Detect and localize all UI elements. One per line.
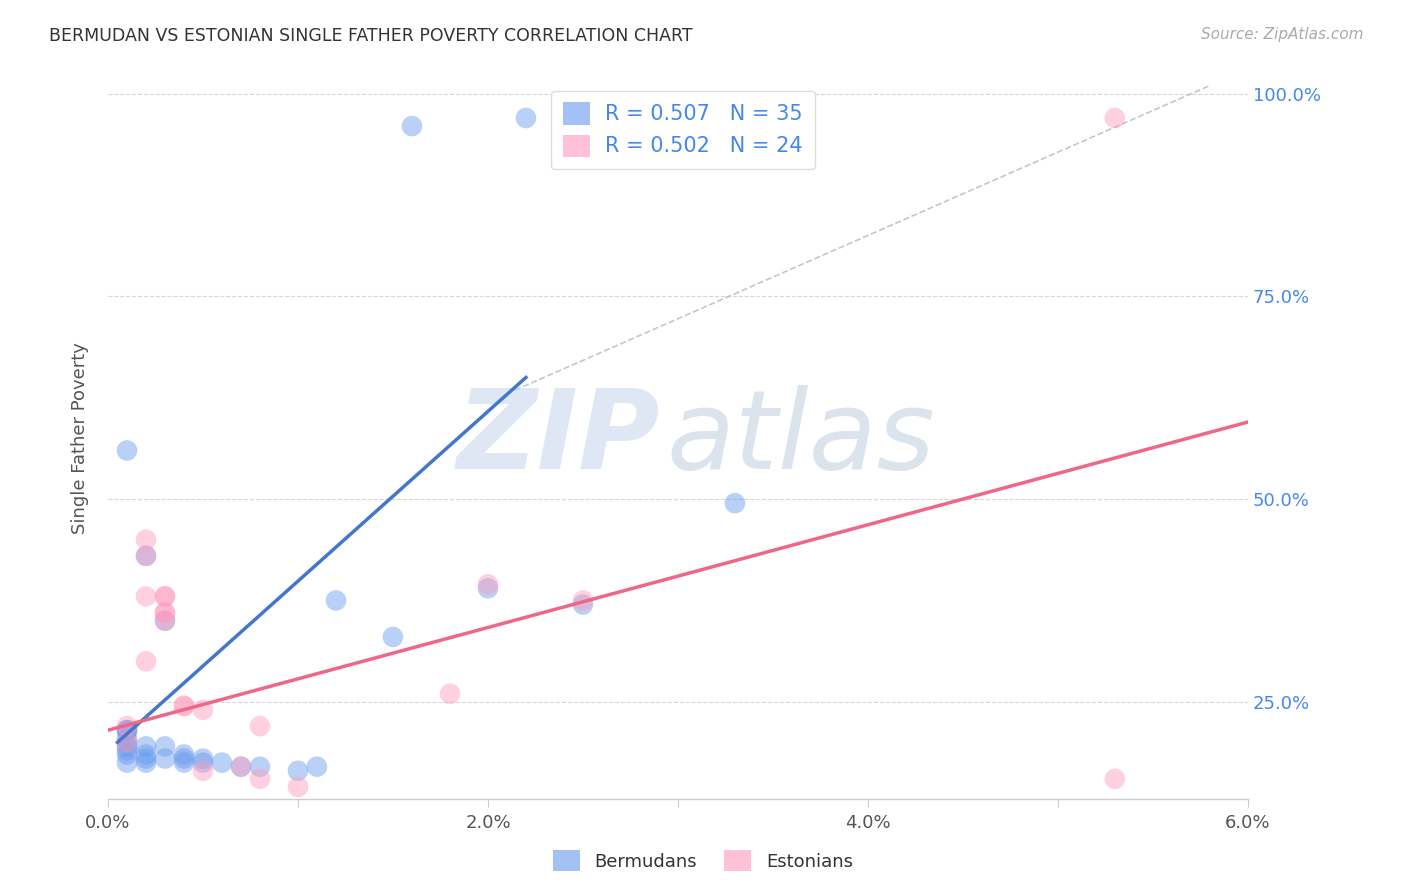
Point bbox=[305, 760, 328, 774]
Point bbox=[287, 780, 309, 794]
Point bbox=[115, 723, 138, 738]
Point bbox=[153, 614, 176, 628]
Point bbox=[135, 739, 157, 754]
Text: Source: ZipAtlas.com: Source: ZipAtlas.com bbox=[1201, 27, 1364, 42]
Point bbox=[115, 743, 138, 757]
Point bbox=[381, 630, 404, 644]
Point bbox=[287, 764, 309, 778]
Point bbox=[249, 760, 271, 774]
Legend: Bermudans, Estonians: Bermudans, Estonians bbox=[546, 843, 860, 879]
Point bbox=[115, 443, 138, 458]
Point bbox=[115, 723, 138, 738]
Point bbox=[173, 747, 195, 762]
Point bbox=[135, 590, 157, 604]
Point bbox=[115, 747, 138, 762]
Point bbox=[1104, 772, 1126, 786]
Point bbox=[325, 593, 347, 607]
Y-axis label: Single Father Poverty: Single Father Poverty bbox=[72, 343, 89, 534]
Point bbox=[115, 739, 138, 754]
Point bbox=[135, 533, 157, 547]
Point bbox=[249, 772, 271, 786]
Point bbox=[191, 764, 214, 778]
Point bbox=[135, 549, 157, 563]
Legend: R = 0.507   N = 35, R = 0.502   N = 24: R = 0.507 N = 35, R = 0.502 N = 24 bbox=[551, 91, 814, 169]
Point bbox=[572, 593, 595, 607]
Point bbox=[135, 756, 157, 770]
Point bbox=[153, 614, 176, 628]
Text: ZIP: ZIP bbox=[457, 384, 661, 491]
Point bbox=[515, 111, 537, 125]
Point bbox=[249, 719, 271, 733]
Point bbox=[572, 598, 595, 612]
Point bbox=[229, 760, 252, 774]
Point bbox=[191, 703, 214, 717]
Point bbox=[135, 654, 157, 668]
Point bbox=[211, 756, 233, 770]
Point bbox=[135, 751, 157, 765]
Point bbox=[477, 582, 499, 596]
Point bbox=[115, 756, 138, 770]
Point bbox=[135, 549, 157, 563]
Point bbox=[115, 731, 138, 746]
Point bbox=[477, 577, 499, 591]
Point bbox=[115, 719, 138, 733]
Point bbox=[153, 606, 176, 620]
Text: atlas: atlas bbox=[666, 384, 935, 491]
Text: BERMUDAN VS ESTONIAN SINGLE FATHER POVERTY CORRELATION CHART: BERMUDAN VS ESTONIAN SINGLE FATHER POVER… bbox=[49, 27, 693, 45]
Point bbox=[191, 756, 214, 770]
Point bbox=[153, 590, 176, 604]
Point bbox=[115, 735, 138, 749]
Point bbox=[724, 496, 747, 510]
Point bbox=[153, 739, 176, 754]
Point bbox=[153, 751, 176, 765]
Point bbox=[115, 735, 138, 749]
Point bbox=[135, 747, 157, 762]
Point bbox=[439, 687, 461, 701]
Point bbox=[173, 698, 195, 713]
Point bbox=[115, 723, 138, 738]
Point bbox=[401, 119, 423, 133]
Point bbox=[173, 751, 195, 765]
Point bbox=[173, 698, 195, 713]
Point bbox=[173, 756, 195, 770]
Point bbox=[229, 760, 252, 774]
Point bbox=[153, 606, 176, 620]
Point bbox=[191, 751, 214, 765]
Point bbox=[153, 590, 176, 604]
Point bbox=[1104, 111, 1126, 125]
